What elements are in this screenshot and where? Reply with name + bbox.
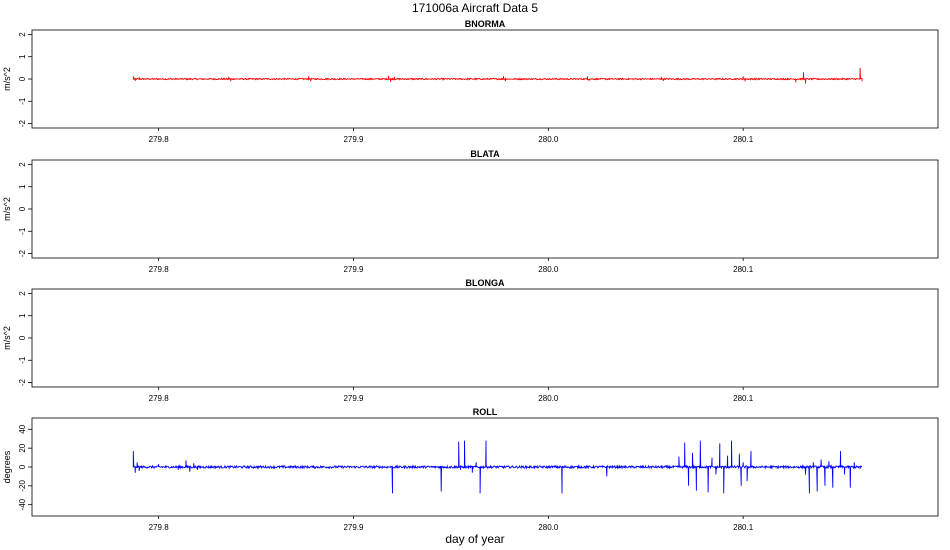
- y-tick-label: 0: [18, 76, 27, 81]
- panel-blonga: BLONGA 2 1 0 -1 -2 m/s^2 279.8 279.9 280.0 280.1: [2, 278, 939, 403]
- x-tick-label: 280.1: [733, 523, 754, 532]
- y-tick-label: 0: [18, 206, 27, 211]
- panel-bnorma: BNORMA 2 1 0 -1 -2 m/s^2 279.8 279.9 280.0 280.1: [2, 19, 939, 144]
- plot-frame: [31, 288, 939, 388]
- series-line-roll: [132, 440, 863, 494]
- x-tick-label: 280.1: [733, 394, 754, 403]
- x-tick-label: 279.8: [149, 135, 170, 144]
- y-axis-label: m/s^2: [2, 197, 12, 221]
- x-tick-label: 280.1: [733, 265, 754, 274]
- x-tick-label: 279.9: [343, 523, 364, 532]
- panel-blata: BLATA 2 1 0 -1 -2 m/s^2 279.8 279.9 280.0 280.1: [2, 149, 939, 274]
- panel-title: BNORMA: [465, 19, 506, 29]
- y-tick-label: -1: [18, 356, 27, 364]
- y-axis-label: degrees: [2, 450, 12, 483]
- x-tick-label: 280.0: [538, 265, 559, 274]
- y-tick-label: -20: [18, 480, 27, 492]
- plot-frame: [31, 159, 939, 259]
- y-tick-label: -2: [18, 249, 27, 257]
- y-tick-label: 2: [18, 32, 27, 37]
- x-tick-label: 279.8: [149, 265, 170, 274]
- y-tick-label: 0: [18, 464, 27, 469]
- panel-title: BLATA: [470, 149, 500, 159]
- y-tick-label: -1: [18, 227, 27, 235]
- y-tick-label: -1: [18, 97, 27, 105]
- y-tick-label: -40: [18, 498, 27, 510]
- y-tick-label: 1: [18, 313, 27, 318]
- x-tick-label: 279.9: [343, 265, 364, 274]
- y-axis-label: m/s^2: [2, 67, 12, 91]
- y-tick-label: 2: [18, 162, 27, 167]
- y-tick-label: -2: [18, 119, 27, 127]
- x-tick-label: 279.8: [149, 523, 170, 532]
- y-tick-label: 20: [18, 443, 27, 452]
- y-tick-label: 1: [18, 54, 27, 59]
- y-tick-label: 0: [18, 335, 27, 340]
- x-tick-label: 280.0: [538, 394, 559, 403]
- chart-title: 171006a Aircraft Data 5: [412, 1, 538, 15]
- x-tick-label: 279.9: [343, 135, 364, 144]
- y-axis-label: m/s^2: [2, 326, 12, 350]
- x-tick-label: 279.8: [149, 394, 170, 403]
- panel-roll: ROLL 40 20 0 -20 -40 degrees 279.8 279.9 280.0 280…: [2, 407, 939, 532]
- series-line-bnorma: [132, 67, 863, 84]
- y-tick-label: 2: [18, 291, 27, 296]
- panel-title: BLONGA: [466, 278, 505, 288]
- y-tick-label: 40: [18, 424, 27, 433]
- panel-title: ROLL: [473, 407, 498, 417]
- x-axis-label: day of year: [445, 532, 504, 546]
- y-tick-label: 1: [18, 184, 27, 189]
- y-tick-label: -2: [18, 378, 27, 386]
- x-tick-label: 280.1: [733, 135, 754, 144]
- x-tick-label: 279.9: [343, 394, 364, 403]
- x-tick-label: 280.0: [538, 523, 559, 532]
- x-tick-label: 280.0: [538, 135, 559, 144]
